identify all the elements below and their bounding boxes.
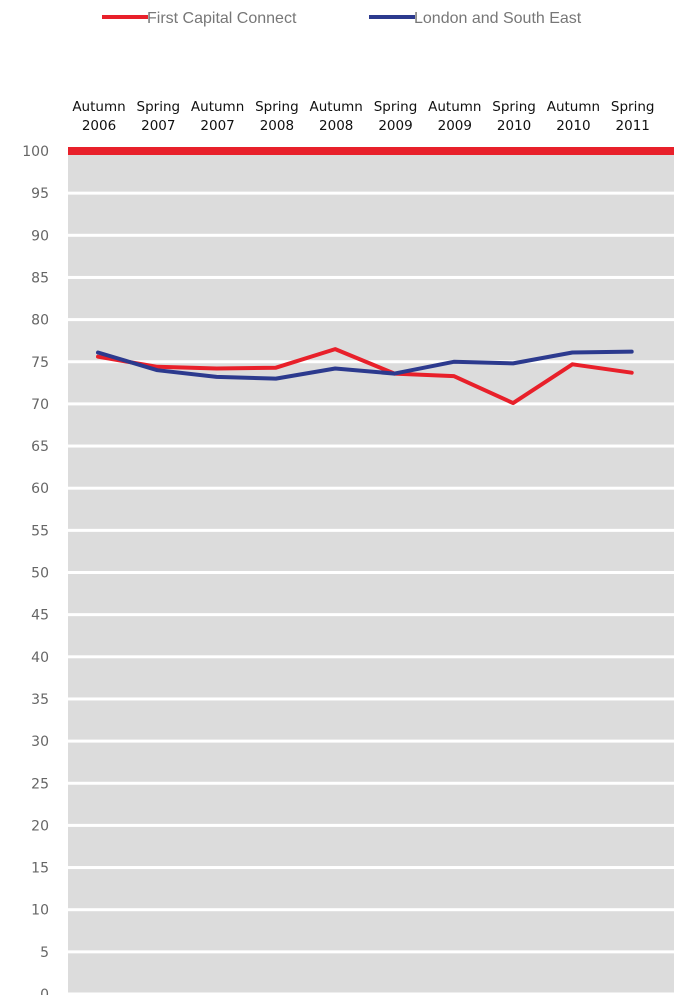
- y-tick-label: 35: [31, 692, 49, 708]
- legend-swatch: [369, 15, 415, 19]
- y-tick-label: 55: [31, 523, 49, 539]
- y-tick-label: 50: [31, 566, 49, 582]
- band: [68, 152, 674, 192]
- legend-label: First Capital Connect: [147, 10, 297, 27]
- series-lines: [96, 347, 634, 406]
- category-labels: Autumn 2006 Spring 2007 Autumn 2007 Spring 2008…: [72, 99, 654, 134]
- band: [68, 911, 674, 951]
- legend: First Capital Connect London and South Ea…: [102, 10, 582, 27]
- category-label: Spring 2009: [374, 99, 418, 134]
- y-tick-label: 0: [40, 987, 49, 995]
- y-tick-label: 75: [31, 355, 49, 371]
- y-tick-label: 90: [31, 228, 49, 244]
- category-label: Spring 2007: [137, 99, 181, 134]
- y-axis-tick-labels: 0 5 10 15 20 25 30 35 40 45 50 55 60 65 70 75 80 85 90 95 10…: [22, 144, 49, 995]
- category-label: Spring 2008: [255, 99, 299, 134]
- category-label: Spring 2010: [492, 99, 536, 134]
- y-tick-label: 25: [31, 776, 49, 792]
- y-tick-label: 20: [31, 818, 49, 834]
- legend-label: London and South East: [414, 10, 582, 27]
- category-label: Spring 2011: [611, 99, 655, 134]
- y-tick-label: 40: [31, 650, 49, 666]
- legend-swatch: [102, 15, 148, 19]
- y-tick-label: 95: [31, 186, 49, 202]
- plot-background-bands: [68, 152, 674, 993]
- band: [68, 194, 674, 234]
- category-label: Autumn 2009: [428, 99, 481, 134]
- category-label: Autumn 2010: [547, 99, 600, 134]
- band: [68, 531, 674, 571]
- band: [68, 447, 674, 487]
- band: [68, 321, 674, 361]
- y-tick-label: 5: [40, 945, 49, 961]
- band: [68, 405, 674, 445]
- band: [68, 658, 674, 698]
- y-tick-label: 10: [31, 903, 49, 919]
- band: [68, 784, 674, 824]
- y-tick-label: 100: [22, 144, 49, 160]
- band: [68, 236, 674, 276]
- target-line-100: [68, 147, 674, 155]
- y-tick-label: 45: [31, 608, 49, 624]
- band: [68, 574, 674, 614]
- y-tick-label: 85: [31, 270, 49, 286]
- y-tick-label: 15: [31, 861, 49, 877]
- band: [68, 953, 674, 993]
- series-line-london-and-south-east: [96, 349, 634, 381]
- category-label: Autumn 2006: [72, 99, 125, 134]
- y-tick-label: 70: [31, 397, 49, 413]
- y-tick-label: 30: [31, 734, 49, 750]
- category-label: Autumn 2008: [310, 99, 363, 134]
- y-tick-label: 60: [31, 481, 49, 497]
- series-line-first-capital-connect: [96, 347, 634, 406]
- y-tick-label: 65: [31, 439, 49, 455]
- category-label: Autumn 2007: [191, 99, 244, 134]
- band: [68, 742, 674, 782]
- band: [68, 700, 674, 740]
- band: [68, 869, 674, 909]
- band: [68, 616, 674, 656]
- target-line: [68, 147, 674, 155]
- band: [68, 278, 674, 319]
- band: [68, 826, 674, 867]
- band: [68, 489, 674, 529]
- y-tick-label: 80: [31, 313, 49, 329]
